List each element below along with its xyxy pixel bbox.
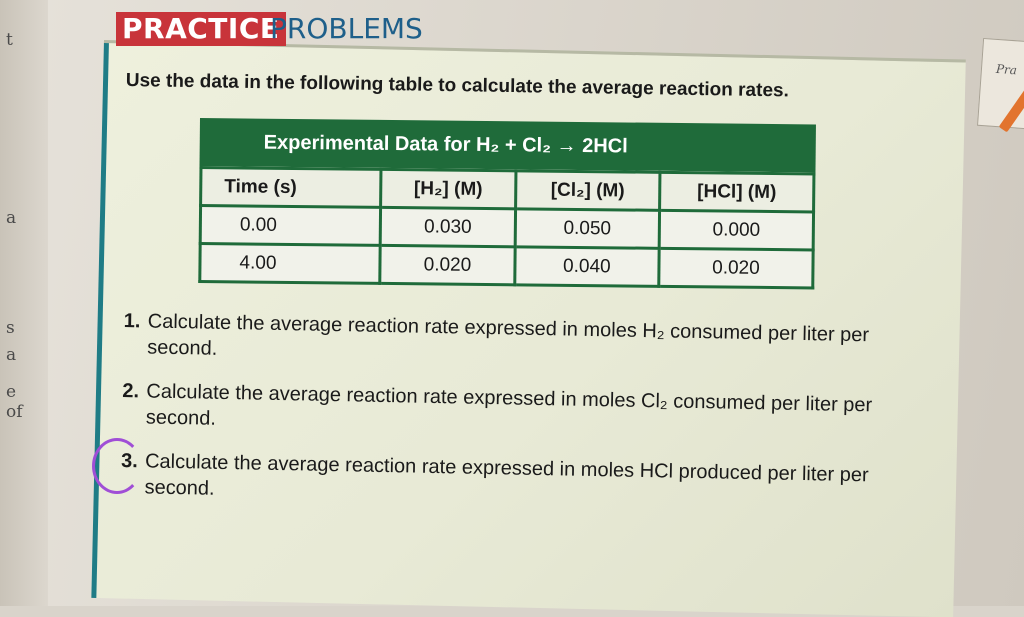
table-cell: 0.000 [659, 210, 814, 250]
column-header: [Cl₂] (M) [515, 170, 661, 211]
table-cell: 4.00 [199, 243, 381, 284]
margin-letter: of [6, 402, 23, 422]
question-number: 1. [123, 309, 141, 333]
side-page-label: Pra [995, 61, 1018, 78]
left-page-gutter: t a s a e of [0, 0, 48, 606]
question-item: 2. Calculate the average reaction rate e… [122, 378, 913, 445]
question-number: 2. [122, 379, 140, 403]
table-row: 0.00 0.030 0.050 0.000 [200, 205, 814, 250]
question-item: 3. Calculate the average reaction rate e… [120, 448, 911, 515]
practice-label: PRACTICE [116, 12, 286, 46]
experimental-data-table: Experimental Data for H₂ + Cl₂ → 2HCl Ti… [198, 118, 816, 290]
problems-label: PROBLEMS [270, 12, 423, 45]
margin-letter: a [6, 208, 17, 228]
table-header-row: Time (s) [H₂] (M) [Cl₂] (M) [HCl] (M) [200, 167, 814, 212]
question-text: Calculate the average reaction rate expr… [145, 380, 873, 430]
table-cell: 0.040 [514, 246, 660, 287]
margin-letter: s [6, 318, 15, 338]
column-header: [H₂] (M) [380, 169, 516, 209]
margin-letter: a [6, 345, 17, 365]
column-header: [HCl] (M) [659, 172, 814, 212]
table-cell: 0.020 [658, 248, 814, 288]
margin-letter: t [6, 30, 13, 50]
table-cell: 0.050 [514, 208, 660, 249]
column-header: Time (s) [200, 167, 382, 208]
margin-letter: e [6, 382, 17, 402]
table-cell: 0.00 [200, 205, 381, 246]
question-list: 1. Calculate the average reaction rate e… [120, 308, 914, 533]
data-grid: Time (s) [H₂] (M) [Cl₂] (M) [HCl] (M) 0.… [198, 165, 816, 290]
table-row: 4.00 0.020 0.040 0.020 [199, 243, 814, 288]
table-cell: 0.020 [379, 245, 515, 285]
question-text: Calculate the average reaction rate expr… [144, 450, 869, 500]
table-cell: 0.030 [380, 207, 516, 247]
table-title: Experimental Data for H₂ + Cl₂ → 2HCl [199, 118, 816, 173]
handwritten-circle-mark [92, 438, 142, 494]
